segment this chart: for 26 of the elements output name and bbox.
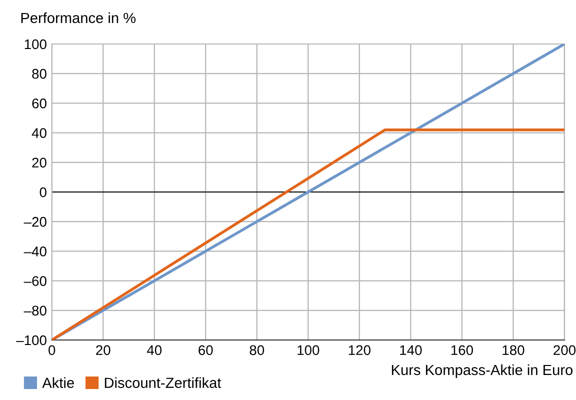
y-tick-label: –80	[24, 306, 46, 316]
x-tick-label: 120	[348, 345, 370, 356]
y-tick-label: 40	[32, 128, 46, 138]
y-tick-label: –60	[24, 276, 46, 286]
y-tick-label: 60	[32, 98, 46, 108]
x-tick-label: 160	[451, 345, 473, 356]
y-tick-label: 100	[24, 39, 46, 50]
y-tick-label: –20	[24, 216, 46, 227]
legend-label: Discount-Zertifikat	[104, 377, 222, 388]
x-tick-label: 200	[554, 345, 576, 356]
x-tick-label: 20	[96, 345, 110, 356]
y-tick-label: –100	[16, 335, 46, 346]
x-tick-label: 180	[502, 345, 524, 356]
y-tick-label: 80	[32, 68, 46, 79]
legend-label: Aktie	[42, 377, 74, 388]
x-tick-label: 0	[48, 345, 56, 356]
y-tick-label: 20	[32, 158, 46, 168]
y-tick-label: –40	[24, 246, 46, 256]
x-tick-label: 100	[298, 345, 320, 356]
y-tick-label: 0	[40, 187, 46, 198]
x-tick-label: 60	[198, 345, 213, 356]
x-axis-title: Kurs Kompass-Aktie in Euro	[392, 364, 573, 378]
x-tick-label: 80	[250, 345, 264, 356]
x-tick-label: 140	[400, 345, 422, 356]
x-tick-label: 40	[146, 345, 162, 356]
y-axis-title: Performance in %	[21, 12, 136, 24]
